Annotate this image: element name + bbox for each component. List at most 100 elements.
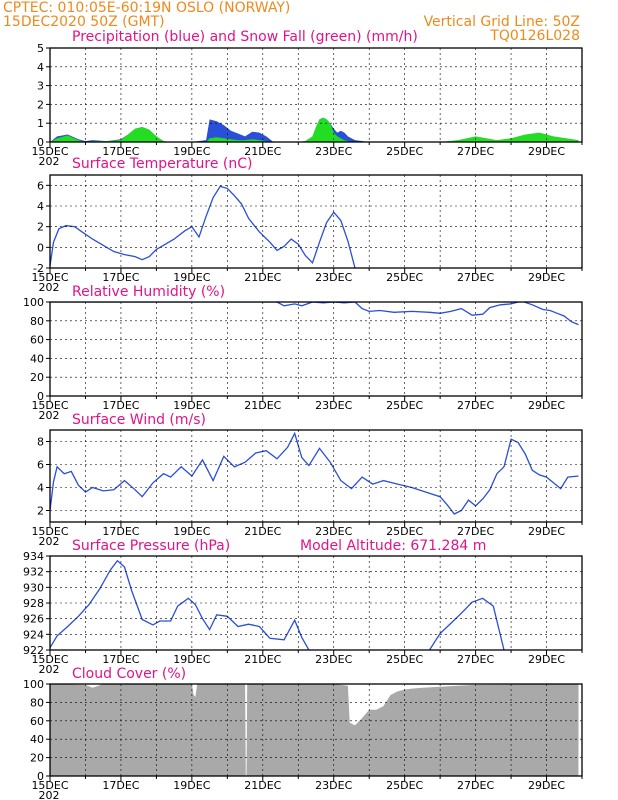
- x-tick-label: 21DEC: [244, 779, 281, 792]
- x-tick-label: 15DEC: [31, 399, 68, 412]
- wind-title: Surface Wind (m/s): [72, 412, 206, 428]
- y-tick-label: 930: [23, 581, 44, 594]
- x-tick-label: 19DEC: [173, 653, 210, 666]
- y-tick-label: 60: [30, 715, 44, 728]
- y-tick-label: 6: [37, 179, 44, 192]
- y-tick-label: 60: [30, 334, 44, 347]
- header-model-id: TQ0126L028: [489, 28, 580, 44]
- y-tick-label: 80: [30, 696, 44, 709]
- x-tick-label: 27DEC: [457, 271, 494, 284]
- x-tick-year: 202: [39, 409, 60, 422]
- x-tick-label: 25DEC: [386, 779, 423, 792]
- x-tick-label: 29DEC: [528, 779, 565, 792]
- x-tick-label: 29DEC: [528, 399, 565, 412]
- snowfall-area: [50, 117, 579, 142]
- x-tick-label: 29DEC: [528, 525, 565, 538]
- x-tick-label: 21DEC: [244, 399, 281, 412]
- cloud-frame: [49, 683, 583, 777]
- y-tick-label: 1: [37, 117, 44, 130]
- x-tick-year: 202: [39, 281, 60, 294]
- x-tick-label: 19DEC: [173, 399, 210, 412]
- wind-data: [50, 431, 579, 515]
- x-tick-label: 29DEC: [528, 271, 565, 284]
- y-tick-label: 100: [23, 678, 44, 691]
- y-tick-label: 100: [23, 296, 44, 309]
- y-tick-label: 0: [37, 770, 44, 783]
- cloud-title: Cloud Cover (%): [72, 666, 186, 682]
- x-tick-label: 15DEC: [31, 271, 68, 284]
- y-tick-label: 4: [37, 200, 44, 213]
- y-tick-label: 20: [30, 752, 44, 765]
- x-tick-label: 27DEC: [457, 399, 494, 412]
- x-tick-label: 21DEC: [244, 145, 281, 158]
- header-date: 15DEC2020 50Z (GMT): [3, 14, 165, 30]
- y-tick-label: 5: [37, 42, 44, 55]
- humidity-line-0: [50, 302, 579, 326]
- header-location: CPTEC: 010:05E-60:19N OSLO (NORWAY): [3, 0, 290, 16]
- x-tick-year: 202: [39, 535, 60, 548]
- x-tick-year: 202: [39, 789, 60, 800]
- x-tick-label: 19DEC: [173, 525, 210, 538]
- humidity-title: Relative Humidity (%): [72, 284, 225, 300]
- x-tick-label: 21DEC: [244, 653, 281, 666]
- x-tick-label: 17DEC: [102, 779, 139, 792]
- x-tick-label: 15DEC: [31, 525, 68, 538]
- y-tick-label: 934: [23, 550, 44, 563]
- temperature-frame: [49, 174, 583, 269]
- x-tick-label: 27DEC: [457, 779, 494, 792]
- y-tick-label: 924: [23, 628, 44, 641]
- x-tick-label: 25DEC: [386, 399, 423, 412]
- x-tick-label: 17DEC: [102, 653, 139, 666]
- x-tick-label: 17DEC: [102, 271, 139, 284]
- precip-panel: Precipitation (blue) and Snow Fall (gree…: [31, 29, 583, 168]
- humidity-panel: Relative Humidity (%) 0 20 40 60 80 100 15DEC 17…: [23, 284, 583, 422]
- y-tick-label: 0: [37, 241, 44, 254]
- x-tick-label: 19DEC: [173, 271, 210, 284]
- y-tick-label: 928: [23, 597, 44, 610]
- cloud-panel: Cloud Cover (%) 0 20 40 60 80 100 15DEC 17DEC 19D…: [23, 666, 583, 800]
- wind-frame: [49, 429, 583, 523]
- y-tick-label: 0: [37, 390, 44, 403]
- x-tick-label: 23DEC: [315, 271, 352, 284]
- temperature-line-0: [50, 185, 356, 268]
- y-tick-label: 2: [37, 505, 44, 518]
- temperature-panel: Surface Temperature (nC) -2 0 2 4 6 15DEC 17DEC…: [31, 156, 583, 294]
- x-tick-label: 17DEC: [102, 525, 139, 538]
- header-grid-info: Vertical Grid Line: 50Z: [424, 14, 580, 30]
- x-tick-label: 23DEC: [315, 399, 352, 412]
- y-tick-label: 4: [37, 482, 44, 495]
- x-tick-label: 29DEC: [528, 145, 565, 158]
- y-tick-label: 926: [23, 613, 44, 626]
- y-tick-label: -2: [33, 262, 44, 275]
- precip-data: [50, 117, 579, 142]
- x-tick-label: 15DEC: [31, 145, 68, 158]
- x-tick-label: 25DEC: [386, 525, 423, 538]
- temperature-data: [50, 185, 356, 268]
- pressure-annotation: Model Altitude: 671.284 m: [300, 538, 486, 554]
- pressure-panel: Surface Pressure (hPa) Model Altitude: 67…: [23, 538, 583, 676]
- temperature-title: Surface Temperature (nC): [72, 156, 253, 172]
- x-tick-label: 17DEC: [102, 399, 139, 412]
- y-tick-label: 2: [37, 98, 44, 111]
- y-tick-label: 3: [37, 80, 44, 93]
- humidity-frame: [49, 301, 583, 397]
- x-tick-label: 27DEC: [457, 653, 494, 666]
- y-tick-label: 40: [30, 733, 44, 746]
- x-tick-label: 21DEC: [244, 271, 281, 284]
- x-tick-label: 27DEC: [457, 525, 494, 538]
- wind-line-0: [50, 431, 579, 515]
- x-tick-label: 25DEC: [386, 271, 423, 284]
- pressure-frame: [49, 555, 583, 651]
- y-tick-label: 2: [37, 221, 44, 234]
- y-tick-label: 922: [23, 644, 44, 657]
- y-tick-label: 4: [37, 61, 44, 74]
- precip-title: Precipitation (blue) and Snow Fall (gree…: [72, 29, 418, 45]
- x-tick-label: 21DEC: [244, 525, 281, 538]
- y-tick-label: 932: [23, 566, 44, 579]
- x-tick-label: 15DEC: [31, 779, 68, 792]
- x-tick-label: 19DEC: [173, 145, 210, 158]
- wind-panel: Surface Wind (m/s) 2 4 6 8 15DEC 17DEC 19DEC 21D…: [31, 412, 583, 548]
- humidity-data: [50, 302, 579, 326]
- x-tick-label: 17DEC: [102, 145, 139, 158]
